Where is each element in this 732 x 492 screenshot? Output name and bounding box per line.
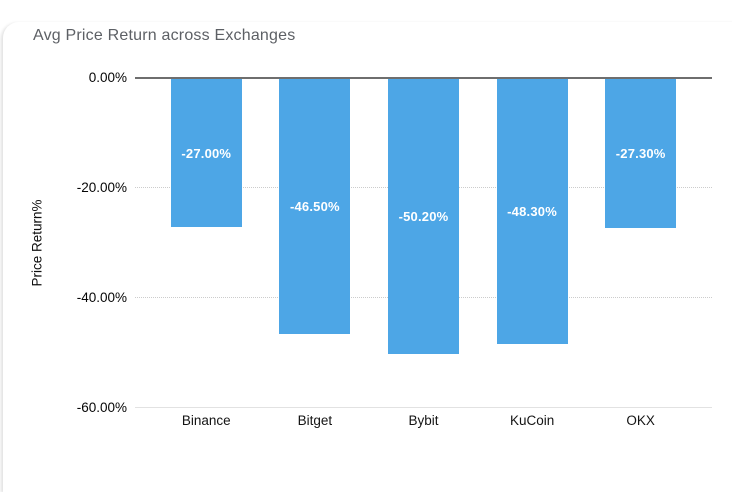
bar-value-label: -46.50% bbox=[289, 199, 340, 214]
bar-value-label: -50.20% bbox=[398, 209, 449, 224]
x-axis-labels: Binance Bitget Bybit KuCoin OKX bbox=[152, 413, 695, 428]
bar-value-label: -27.00% bbox=[181, 145, 232, 161]
bar-value-label: -27.30% bbox=[615, 146, 666, 161]
chart-title: Avg Price Return across Exchanges bbox=[33, 27, 296, 44]
bar-okx: -27.30% bbox=[605, 79, 677, 228]
bar-slot-bitget: -46.50% bbox=[261, 79, 370, 419]
bar-binance: -27.00% bbox=[170, 79, 242, 227]
x-label-okx: OKX bbox=[626, 413, 655, 428]
bar-bitget: -46.50% bbox=[279, 79, 351, 334]
x-label-kucoin: KuCoin bbox=[509, 413, 555, 428]
gridline--60 bbox=[135, 407, 712, 408]
gridline-0 bbox=[135, 77, 712, 79]
bar-bybit: -50.20% bbox=[387, 79, 459, 354]
bar-slot-kucoin: -48.30% bbox=[478, 79, 587, 419]
y-tick-label: -60.00% bbox=[76, 400, 127, 415]
bar-kucoin: -48.30% bbox=[496, 79, 568, 344]
x-label-bybit: Bybit bbox=[408, 413, 439, 428]
x-label-bitget: Bitget bbox=[297, 413, 333, 428]
bar-slot-bybit: -50.20% bbox=[369, 79, 478, 419]
y-tick-label: -40.00% bbox=[76, 290, 127, 305]
bars-row: -27.00% -46.50% -50.20% -48.30% -27.30% bbox=[152, 79, 695, 419]
bar-slot-binance: -27.00% bbox=[152, 79, 261, 419]
x-label-binance: Binance bbox=[181, 413, 231, 428]
bar-slot-okx: -27.30% bbox=[586, 79, 695, 419]
bar-chart: Avg Price Return across Exchanges Price … bbox=[29, 27, 712, 428]
bar-value-label: -48.30% bbox=[507, 204, 557, 219]
y-axis-title: Price Return% bbox=[29, 199, 45, 287]
y-tick-label: -20.00% bbox=[76, 180, 127, 195]
y-tick-label: 0.00% bbox=[88, 70, 127, 85]
